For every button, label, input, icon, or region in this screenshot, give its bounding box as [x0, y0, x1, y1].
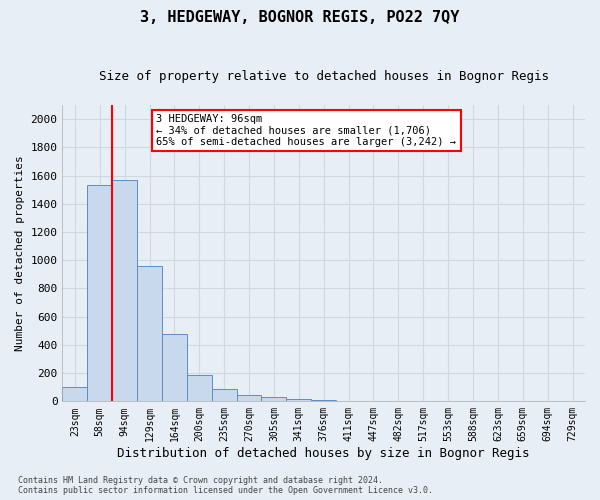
- Y-axis label: Number of detached properties: Number of detached properties: [15, 156, 25, 351]
- Bar: [112, 180, 137, 402]
- Bar: [262, 397, 286, 402]
- X-axis label: Distribution of detached houses by size in Bognor Regis: Distribution of detached houses by size …: [118, 447, 530, 460]
- Text: Contains HM Land Registry data © Crown copyright and database right 2024.
Contai: Contains HM Land Registry data © Crown c…: [18, 476, 433, 495]
- Text: 3, HEDGEWAY, BOGNOR REGIS, PO22 7QY: 3, HEDGEWAY, BOGNOR REGIS, PO22 7QY: [140, 10, 460, 25]
- Bar: [336, 400, 361, 402]
- Bar: [286, 398, 311, 402]
- Bar: [212, 388, 236, 402]
- Bar: [62, 387, 88, 402]
- Bar: [88, 186, 112, 402]
- Text: 3 HEDGEWAY: 96sqm
← 34% of detached houses are smaller (1,706)
65% of semi-detac: 3 HEDGEWAY: 96sqm ← 34% of detached hous…: [157, 114, 457, 147]
- Bar: [311, 400, 336, 402]
- Bar: [187, 374, 212, 402]
- Bar: [236, 395, 262, 402]
- Bar: [361, 401, 386, 402]
- Bar: [162, 334, 187, 402]
- Bar: [137, 266, 162, 402]
- Title: Size of property relative to detached houses in Bognor Regis: Size of property relative to detached ho…: [99, 70, 549, 83]
